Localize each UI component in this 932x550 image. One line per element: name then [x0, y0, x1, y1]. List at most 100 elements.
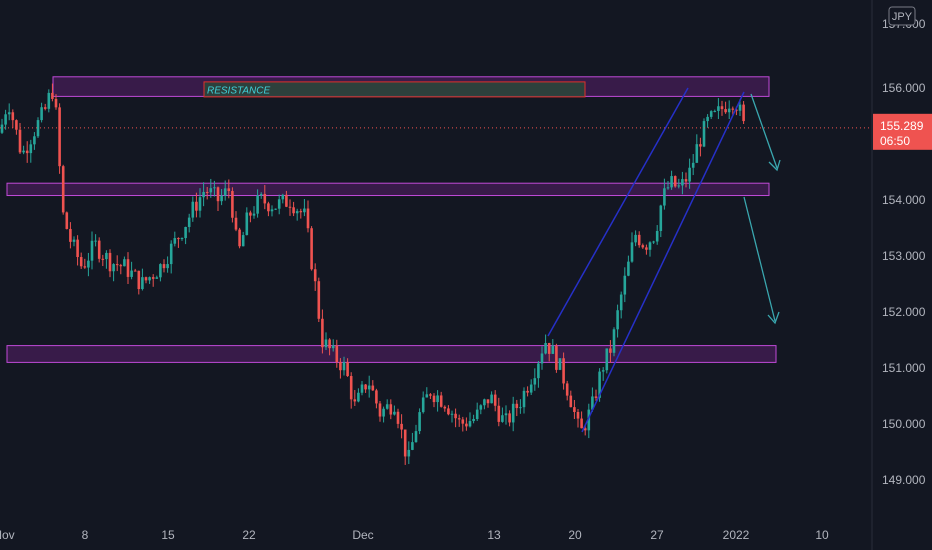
candle [263, 184, 267, 210]
candle-body [36, 120, 40, 137]
candle [547, 342, 551, 362]
candle-body [555, 345, 558, 370]
channel-lower-line[interactable] [581, 91, 745, 433]
candle-body [731, 108, 735, 110]
candle [328, 338, 331, 356]
candle-body [292, 207, 295, 214]
candle-body [317, 281, 321, 319]
candle-body [673, 176, 677, 187]
candle-body [515, 403, 519, 409]
candle [717, 98, 720, 120]
candle [202, 182, 205, 207]
candle-body [234, 217, 238, 230]
support-zone-mid[interactable] [6, 182, 770, 197]
candle-body [87, 260, 90, 268]
x-axis[interactable]: Nov 8 15 22 Dec 13 20 27 2022 10 [0, 528, 829, 542]
candle-body [688, 167, 691, 182]
down-arrow-1[interactable] [750, 93, 778, 169]
candle-body [706, 116, 709, 122]
candle [65, 211, 69, 230]
candle [177, 237, 180, 248]
candle-body [353, 399, 357, 402]
candle [465, 417, 468, 431]
candle-body [493, 394, 497, 406]
candle [198, 188, 202, 218]
candle-body [429, 394, 432, 396]
candle-body [486, 399, 490, 404]
candle [457, 414, 461, 427]
x-tick-label: 15 [161, 528, 175, 542]
candle-body [389, 404, 393, 415]
candle [407, 441, 411, 465]
candle-body [360, 384, 364, 393]
candle-body [457, 418, 461, 420]
candle-body [699, 144, 702, 147]
candle-body [216, 187, 220, 202]
candle [151, 274, 155, 287]
x-tick-label: Nov [0, 528, 15, 542]
candle [292, 201, 295, 217]
candle [335, 339, 339, 368]
candle [306, 200, 310, 233]
candle [0, 118, 4, 134]
candle-body [202, 191, 205, 198]
zones-layer: RESISTANCE [6, 76, 777, 363]
resistance-label-text: RESISTANCE [207, 85, 270, 96]
candle-body [51, 92, 54, 99]
candle [436, 390, 439, 412]
candle-body [547, 342, 551, 354]
candle [385, 399, 389, 410]
candle [220, 188, 223, 206]
support-zone-low[interactable] [6, 345, 777, 363]
candle-body [472, 418, 475, 422]
candle-body [4, 114, 7, 125]
candle [357, 388, 360, 403]
candle [483, 398, 486, 410]
candle-body [580, 418, 583, 429]
candle [389, 399, 393, 420]
candle-body [313, 269, 317, 282]
candle [277, 194, 281, 215]
candle-body [526, 390, 529, 393]
candle [400, 414, 403, 439]
resistance-label-box[interactable] [203, 81, 586, 98]
candle [191, 196, 195, 222]
candle-body [213, 187, 216, 189]
candle-body [303, 208, 306, 213]
candle [349, 372, 353, 409]
candle-body [616, 310, 619, 330]
candle-body [720, 106, 724, 110]
candle [537, 360, 540, 388]
candle-body [403, 429, 407, 457]
candle [652, 240, 655, 244]
candle [688, 158, 691, 189]
candle-body [267, 203, 270, 212]
candle-body [90, 240, 94, 261]
candle-body [133, 270, 137, 272]
channel-upper-line[interactable] [547, 87, 689, 337]
candle [79, 252, 83, 269]
candle [709, 110, 713, 120]
candle-body [94, 240, 97, 242]
candle [33, 132, 36, 150]
candle-body [227, 188, 231, 192]
candle-body [519, 407, 522, 409]
currency-badge[interactable]: JPY [888, 6, 916, 26]
candle [533, 368, 537, 391]
candle [43, 103, 47, 111]
candle [663, 178, 666, 210]
down-arrow-2[interactable] [743, 196, 776, 322]
price-axis-panel[interactable] [872, 0, 932, 550]
candle [641, 243, 645, 249]
candle-body [497, 405, 501, 422]
candle-body [198, 197, 202, 211]
candle [562, 352, 565, 390]
candle-body [97, 240, 101, 259]
candle-body [659, 205, 663, 231]
candle-body [159, 264, 162, 278]
candle-body [205, 191, 209, 193]
candle-body [717, 106, 720, 111]
candle [648, 241, 652, 257]
candle [245, 207, 249, 236]
